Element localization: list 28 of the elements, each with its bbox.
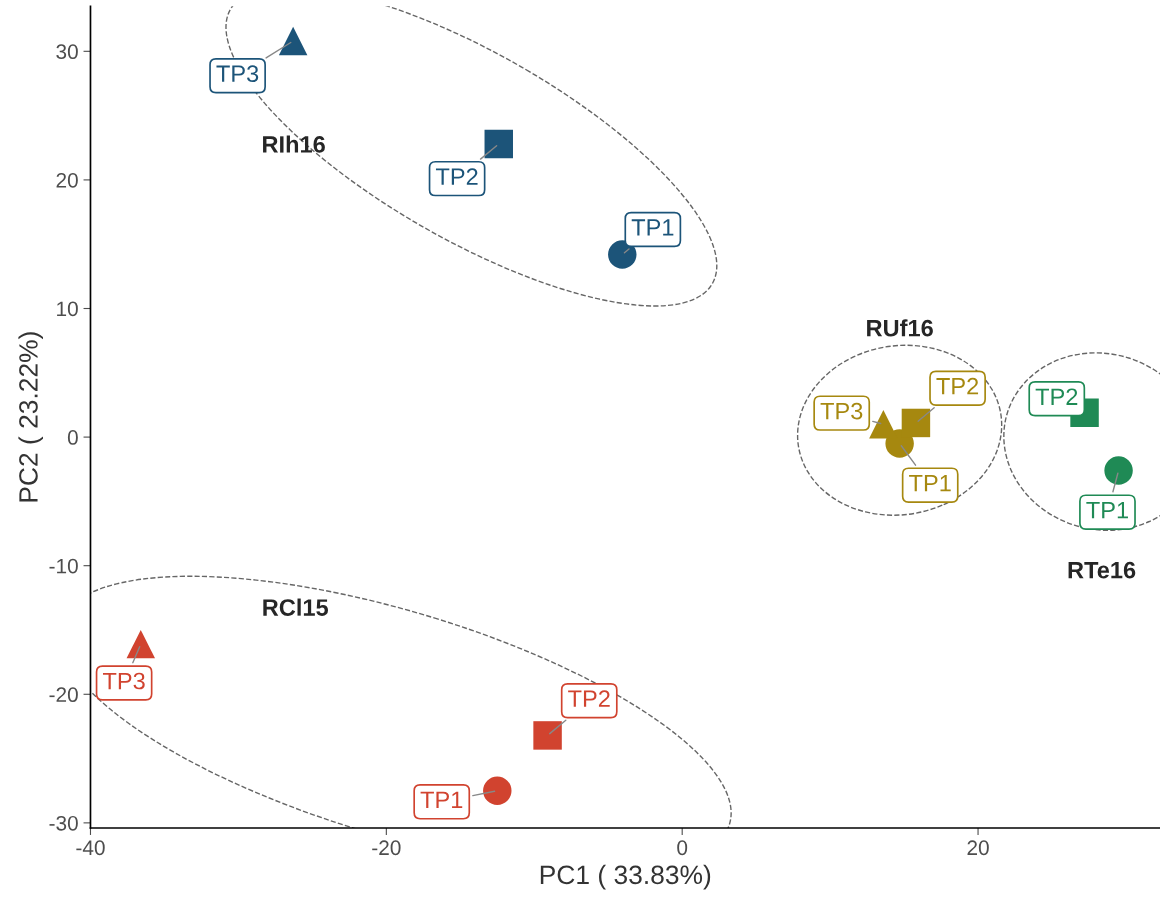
data-label: TP2	[1035, 388, 1078, 405]
annotation: RUf16	[867, 319, 933, 337]
y-tick-label: -10	[49, 558, 78, 574]
data-label: TP2	[435, 168, 478, 185]
y-tick-label: -30	[49, 815, 78, 831]
annotation: RCl15	[263, 598, 329, 616]
x-tick-label: 0	[677, 840, 688, 856]
y-tick-label: -20	[49, 687, 78, 703]
x-tick-label: -40	[76, 840, 105, 856]
data-label: TP3	[102, 672, 145, 690]
x-tick-label: -20	[372, 840, 401, 856]
data-label: TP2	[568, 690, 610, 707]
y-tick-label: 20	[56, 172, 78, 188]
data-label: TP2	[936, 377, 979, 395]
x-tick-label: 20	[967, 840, 989, 856]
data-label: TP1	[631, 219, 674, 236]
y-tick-label: 10	[57, 301, 78, 317]
data-label: TP3	[216, 65, 259, 83]
y-axis-title: PC2 ( 23.22%)	[18, 332, 43, 502]
annotation: RTe16	[1068, 561, 1136, 579]
y-tick-label: 0	[67, 430, 78, 445]
x-axis-title: PC1 ( 33.83%)	[540, 864, 711, 890]
data-label: TP1	[909, 475, 951, 492]
data-label: TP3	[820, 402, 863, 420]
annotation: RIh16	[263, 135, 325, 153]
data-label: TP1	[420, 791, 463, 808]
y-tick-label: 30	[56, 44, 78, 60]
data-label: TP1	[1086, 502, 1128, 519]
